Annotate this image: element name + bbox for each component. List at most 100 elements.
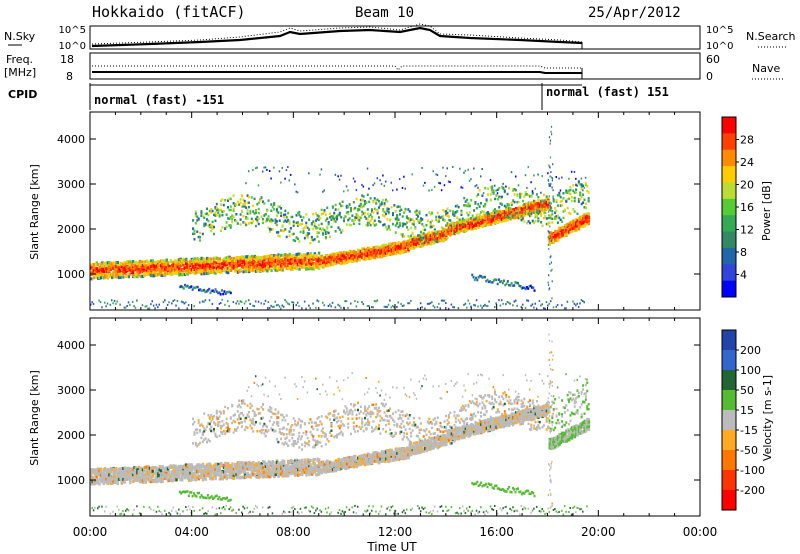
range-cell — [400, 302, 402, 305]
range-cell — [252, 266, 255, 270]
range-cell — [157, 306, 159, 309]
range-cell — [317, 261, 321, 265]
range-cell — [228, 268, 231, 272]
range-cell — [582, 218, 585, 222]
range-cell — [500, 279, 503, 283]
range-cell — [421, 237, 424, 240]
range-cell — [220, 289, 223, 292]
range-cell — [365, 217, 368, 220]
range-cell — [500, 211, 504, 215]
range-cell — [273, 265, 276, 269]
range-cell — [117, 265, 121, 269]
range-cell — [273, 207, 276, 211]
range-cell — [158, 271, 161, 275]
range-cell — [510, 208, 514, 212]
range-cell — [570, 229, 574, 233]
range-cell — [336, 256, 339, 260]
range-cell — [316, 235, 319, 238]
range-cell — [144, 260, 147, 264]
range-cell — [383, 202, 386, 205]
range-cell — [182, 260, 185, 264]
range-cell — [391, 189, 394, 192]
range-cell — [552, 189, 554, 192]
range-cell — [362, 247, 365, 251]
range-cell — [529, 284, 532, 288]
range-cell — [213, 259, 216, 263]
range-cell — [145, 272, 149, 276]
range-cell — [185, 257, 188, 261]
range-cell — [411, 222, 414, 226]
range-cell — [575, 222, 578, 226]
range-cell — [551, 241, 554, 245]
range-cell — [475, 194, 478, 198]
range-cell — [471, 219, 475, 223]
range-cell — [477, 193, 480, 196]
range-cell — [559, 227, 563, 231]
range-cell — [231, 264, 234, 268]
range-cell — [452, 306, 454, 309]
range-cell — [352, 200, 355, 204]
range-cell — [246, 209, 249, 212]
range-cell — [417, 239, 420, 242]
range-cell — [366, 221, 369, 225]
range-cell — [343, 260, 346, 264]
range-cell — [92, 468, 96, 472]
range-cell — [257, 201, 260, 205]
range-cell — [120, 268, 124, 272]
range-cell — [275, 231, 278, 234]
range-cell — [524, 205, 528, 209]
range-cell — [306, 262, 310, 266]
range-cell — [254, 261, 258, 265]
range-cell — [551, 186, 553, 189]
range-cell — [277, 254, 280, 258]
range-cell — [570, 196, 573, 199]
range-cell — [492, 190, 495, 194]
range-cell — [431, 219, 434, 223]
range-cell — [281, 259, 284, 263]
range-cell — [565, 233, 568, 237]
range-cell — [496, 210, 499, 214]
range-cell — [92, 276, 96, 280]
range-cell — [500, 299, 503, 302]
range-cell — [357, 253, 360, 257]
range-cell — [106, 302, 109, 305]
range-cell — [108, 261, 111, 265]
range-cell — [452, 226, 455, 230]
range-cell — [145, 264, 149, 268]
range-cell — [565, 230, 568, 234]
range-cell — [568, 211, 571, 215]
range-cell — [213, 261, 216, 265]
range-cell — [363, 249, 367, 253]
cpid-segment-1: normal (fast) -151 — [94, 93, 224, 107]
range-cell — [273, 254, 276, 258]
range-cell — [159, 270, 163, 274]
range-cell — [207, 224, 210, 227]
range-cell — [225, 221, 228, 224]
range-cell — [375, 223, 378, 226]
range-cell — [435, 233, 438, 236]
range-cell — [295, 214, 298, 217]
range-cell — [229, 205, 232, 208]
range-cell — [348, 259, 352, 263]
range-cell — [576, 219, 579, 223]
range-cell — [579, 193, 582, 197]
range-cell — [379, 252, 382, 256]
range-cell — [380, 245, 384, 249]
range-cell — [454, 228, 458, 232]
range-cell — [517, 206, 521, 210]
range-cell — [271, 305, 274, 308]
range-cell — [224, 226, 227, 230]
range-cell — [540, 202, 543, 206]
range-cell — [369, 252, 372, 256]
range-cell — [112, 261, 115, 265]
range-cell — [573, 210, 576, 213]
range-cell — [561, 220, 564, 224]
range-cell — [368, 251, 371, 255]
range-cell — [296, 211, 299, 215]
range-cell — [197, 263, 201, 267]
range-cell — [523, 214, 526, 217]
range-cell — [439, 235, 442, 239]
range-cell — [254, 300, 257, 303]
range-cell — [303, 300, 306, 303]
range-cell — [549, 256, 551, 259]
